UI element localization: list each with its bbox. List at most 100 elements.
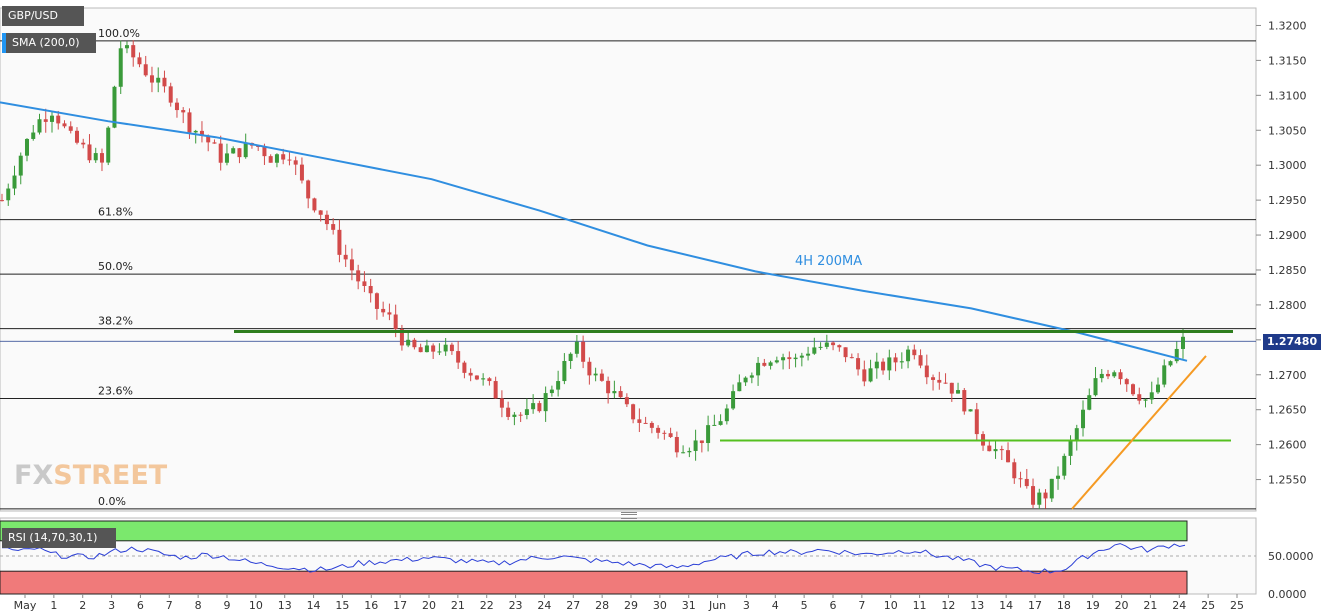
x-tick-label: 31 [682, 599, 696, 612]
y-tick-label: 1.3200 [1268, 19, 1307, 32]
symbol-label: GBP/USD [2, 6, 84, 26]
candle-body [1149, 392, 1154, 400]
candle-body [343, 254, 348, 260]
x-tick-label: 5 [801, 599, 808, 612]
candle-body [687, 450, 692, 453]
x-tick-label: 30 [653, 599, 667, 612]
candle-body [37, 119, 42, 133]
candle-body [81, 142, 86, 145]
x-tick-label: 24 [537, 599, 551, 612]
candle-body [1181, 336, 1185, 349]
candle-body [556, 381, 561, 390]
x-tick-label: 15 [335, 599, 349, 612]
candle-body [943, 382, 948, 384]
candle-body [693, 440, 698, 451]
candle-body [112, 86, 117, 128]
candle-body [881, 361, 886, 371]
candle-body [612, 391, 617, 394]
candle-body [49, 115, 54, 122]
y-tick-label: 1.2950 [1268, 194, 1307, 207]
candle-body [812, 347, 817, 354]
x-tick-label: 14 [307, 599, 321, 612]
candle-body [1143, 399, 1148, 401]
candle-body [368, 286, 373, 294]
candle-body [356, 270, 361, 282]
candle-body [868, 368, 873, 382]
candle-body [762, 362, 767, 366]
candle-body [162, 77, 167, 87]
candle-body [331, 224, 336, 230]
x-tick-label: 29 [624, 599, 638, 612]
candle-body [937, 379, 942, 383]
fib-label: 50.0% [98, 260, 133, 273]
panel-resize-handle[interactable] [621, 512, 637, 519]
candle-body [618, 391, 623, 398]
candle-body [99, 153, 104, 163]
candle-body [568, 353, 573, 361]
candle-body [387, 312, 392, 315]
candle-body [199, 130, 204, 136]
rsi-tick-label: 0.0000 [1268, 588, 1307, 601]
candle-body [706, 425, 711, 444]
candle-body [637, 419, 642, 423]
candle-body [768, 362, 773, 366]
candle-body [756, 362, 761, 376]
rsi-label: RSI (14,70,30,1) [2, 528, 116, 548]
candle-body [806, 353, 811, 356]
candle-body [437, 351, 442, 353]
sma-label: SMA (200,0) [2, 33, 96, 53]
fib-label: 23.6% [98, 385, 133, 398]
candle-body [624, 397, 629, 405]
x-tick-label: 8 [195, 599, 202, 612]
candle-body [1056, 475, 1061, 479]
candle-body [649, 422, 654, 428]
candle-body [318, 210, 323, 215]
candle-body [968, 409, 973, 412]
x-tick-label: 17 [393, 599, 407, 612]
x-tick-label: 3 [743, 599, 750, 612]
candle-body [674, 436, 679, 453]
candle-body [743, 377, 748, 383]
x-tick-label: 24 [1172, 599, 1186, 612]
candle-body [268, 156, 273, 163]
y-tick-label: 1.2600 [1268, 439, 1307, 452]
candle-body [1006, 450, 1011, 463]
x-tick-label: 10 [884, 599, 898, 612]
candle-body [1043, 492, 1048, 499]
x-tick-label: 27 [566, 599, 580, 612]
fibonacci-levels: 100.0% 61.8% 50.0% 38.2% 23.6% 0.0% [0, 27, 1256, 510]
candle-body [393, 314, 398, 330]
candle-body [224, 153, 229, 163]
candle-body [1081, 409, 1086, 429]
candle-body [24, 138, 29, 156]
fib-label: 0.0% [98, 495, 126, 508]
candle-body [468, 372, 473, 376]
x-tick-label: 22 [480, 599, 494, 612]
candle-body [899, 361, 904, 363]
candle-body [43, 119, 48, 122]
rsi-panel: 50.0000 0.0000 [0, 520, 1314, 601]
x-tick-label: 17 [1028, 599, 1042, 612]
candle-body [662, 432, 667, 434]
candle-body [874, 361, 879, 369]
candle-body [631, 404, 636, 420]
candle-body [381, 308, 386, 313]
axes: 1.3200 1.3150 1.3100 1.3050 1.3000 1.2950 1.29… [14, 19, 1307, 612]
rsi-tick-label: 50.0000 [1268, 550, 1314, 563]
candle-body [1174, 348, 1179, 362]
candle-body [362, 281, 367, 287]
candle-body [106, 127, 111, 163]
candle-body [962, 390, 967, 412]
candle-body [212, 142, 217, 144]
candle-body [587, 361, 592, 376]
candle-body [1093, 378, 1098, 396]
candle-body [137, 57, 142, 65]
y-tick-label: 1.2800 [1268, 299, 1307, 312]
candle-body [1012, 462, 1017, 479]
candle-body [31, 132, 36, 139]
candle-body [349, 259, 354, 271]
x-tick-label: 21 [1143, 599, 1157, 612]
candle-body [181, 110, 186, 113]
x-tick-label: 25 [1201, 599, 1215, 612]
candle-body [562, 360, 567, 382]
